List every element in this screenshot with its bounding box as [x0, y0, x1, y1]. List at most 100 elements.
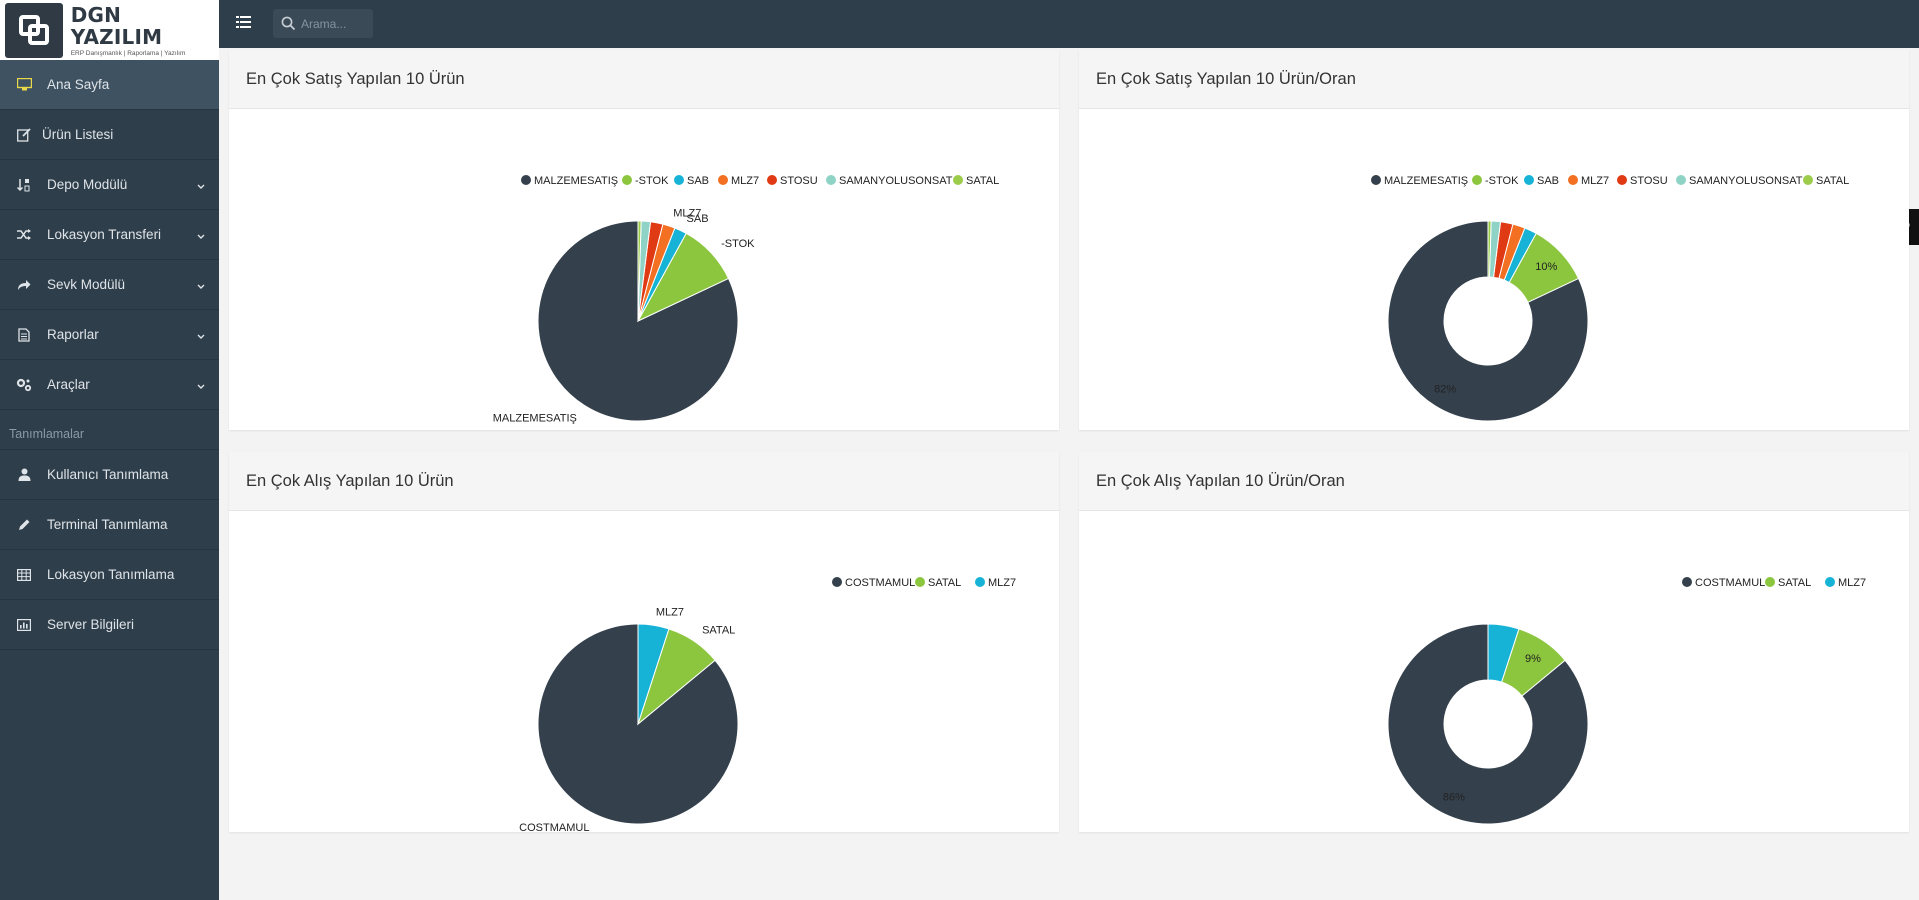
chevron-down-icon [197, 378, 205, 393]
legend-swatch [1682, 577, 1692, 587]
pie-slice-1[interactable] [1387, 220, 1589, 422]
pie-slice-3[interactable] [1487, 623, 1520, 683]
slice-label: SAB [687, 213, 709, 225]
legend-item[interactable]: MLZ7 [975, 577, 1016, 589]
sidebar-item-label: Lokasyon Tanımlama [47, 567, 175, 582]
sidebar-item-lokasyon-tanimlama[interactable]: Lokasyon Tanımlama [0, 550, 219, 600]
legend-label: -STOK [1485, 175, 1519, 187]
sidebar-item-label: Lokasyon Transferi [47, 227, 162, 242]
pie-slice-7[interactable] [637, 220, 642, 322]
sidebar-menu: Ana Sayfa Ürün Listesi Depo Modülü Lokas… [0, 60, 219, 650]
legend-label: SATAL [966, 175, 999, 187]
legend-item[interactable]: SAMANYOLUSONSAT [1676, 175, 1803, 187]
pie-slice-1[interactable] [1387, 623, 1589, 825]
brand-subtitle: ERP Danışmanlık | Raporlama | Yazılım [70, 49, 186, 57]
shuffle-icon [15, 226, 33, 244]
legend-label: SATAL [1816, 175, 1849, 187]
user-icon [15, 466, 33, 484]
sidebar-item-lokasyon-transferi[interactable]: Lokasyon Transferi [0, 210, 219, 260]
legend-swatch [1472, 175, 1482, 185]
top-navbar [219, 0, 1919, 48]
brand[interactable]: DGN YAZILIM ERP Danışmanlık | Raporlama … [0, 0, 219, 60]
sidebar-item-raporlar[interactable]: Raporlar [0, 310, 219, 360]
legend-label: COSTMAMUL [1695, 577, 1765, 589]
monitor-icon [15, 76, 33, 94]
slice-label: SATAL [702, 625, 735, 637]
legend-item[interactable]: SATAL [953, 175, 999, 187]
legend-item[interactable]: SATAL [1765, 577, 1811, 589]
slice-label: MLZ7 [673, 208, 701, 220]
legend-swatch [622, 175, 632, 185]
sidebar-item-label: Ürün Listesi [42, 127, 114, 142]
legend-swatch [1568, 175, 1578, 185]
legend-label: MLZ7 [1838, 577, 1866, 589]
legend-item[interactable]: STOSU [1617, 175, 1668, 187]
panel-title: En Çok Alış Yapılan 10 Ürün/Oran [1096, 471, 1345, 490]
legend-item[interactable]: -STOK [622, 175, 669, 187]
legend-label: SAB [1537, 175, 1559, 187]
menu-heading-tanimlamalar: Tanımlamalar [0, 410, 219, 450]
legend-item[interactable]: MLZ7 [1825, 577, 1866, 589]
chevron-down-icon [197, 228, 205, 243]
search-input[interactable] [301, 15, 369, 32]
sidebar-item-label: Kullanıcı Tanımlama [47, 467, 169, 482]
legend-item[interactable]: SATAL [1803, 175, 1849, 187]
legend-item[interactable]: -STOK [1472, 175, 1519, 187]
search-icon [281, 16, 296, 36]
legend-item[interactable]: SAMANYOLUSONSAT [826, 175, 953, 187]
slice-label: MLZ7 [656, 606, 684, 618]
legend-item[interactable]: MALZEMESATIŞ [1371, 175, 1468, 187]
legend-item[interactable]: SATAL [915, 577, 961, 589]
legend-label: MALZEMESATIŞ [534, 175, 618, 187]
legend-label: MLZ7 [988, 577, 1016, 589]
sidebar-item-ana-sayfa[interactable]: Ana Sayfa [0, 60, 219, 110]
sidebar-item-araclar[interactable]: Araçlar [0, 360, 219, 410]
legend-item[interactable]: SAB [1524, 175, 1559, 187]
legend-item[interactable]: MLZ7 [1568, 175, 1609, 187]
table-icon [15, 566, 33, 584]
legend-swatch [1617, 175, 1627, 185]
legend-swatch [674, 175, 684, 185]
chevron-down-icon [197, 328, 205, 343]
legend-item[interactable]: SAB [674, 175, 709, 187]
slice-label: 82% [1434, 384, 1456, 396]
legend-swatch [1765, 577, 1775, 587]
sidebar-item-label: Araçlar [47, 377, 90, 392]
legend-label: -STOK [635, 175, 669, 187]
legend-item[interactable]: COSTMAMUL [832, 577, 915, 589]
legend-item[interactable]: COSTMAMUL [1682, 577, 1765, 589]
pencil-icon [15, 516, 33, 534]
sidebar-item-terminal-tanimlama[interactable]: Terminal Tanımlama [0, 500, 219, 550]
legend-swatch [718, 175, 728, 185]
menu-toggle-icon[interactable] [236, 15, 252, 31]
legend-item[interactable]: MALZEMESATIŞ [521, 175, 618, 187]
legend-swatch [1676, 175, 1686, 185]
slice-label: -STOK [721, 238, 755, 250]
panel-title: En Çok Satış Yapılan 10 Ürün/Oran [1096, 69, 1356, 88]
chevron-down-icon [197, 278, 205, 293]
sidebar-item-depo-modulu[interactable]: Depo Modülü [0, 160, 219, 210]
pie-slice-7[interactable] [1487, 220, 1492, 278]
sidebar-item-kullanici-tanimlama[interactable]: Kullanıcı Tanımlama [0, 450, 219, 500]
sidebar-item-server-bilgileri[interactable]: Server Bilgileri [0, 600, 219, 650]
legend-swatch [832, 577, 842, 587]
legend-item[interactable]: MLZ7 [718, 175, 759, 187]
pie-chart-alis: COSTMAMUL SATAL MLZ7 COSTMAMUL SATAL MLZ7 [519, 577, 1016, 832]
sidebar-item-urun-listesi[interactable]: Ürün Listesi [0, 110, 219, 160]
sidebar-item-sevk-modulu[interactable]: Sevk Modülü [0, 260, 219, 310]
brand-name: DGN YAZILIM [70, 2, 163, 49]
legend-swatch [767, 175, 777, 185]
edit-icon [15, 126, 33, 144]
sidebar-item-label: Terminal Tanımlama [47, 517, 168, 532]
legend-swatch [1803, 175, 1813, 185]
legend-label: STOSU [780, 175, 818, 187]
legend-swatch [915, 577, 925, 587]
chart-panel-alis: En Çok Alış Yapılan 10 Ürün COSTMAMUL SAT… [229, 452, 1059, 832]
legend-label: SATAL [1778, 577, 1811, 589]
slice-label: 9% [1525, 653, 1541, 665]
legend-item[interactable]: STOSU [767, 175, 818, 187]
pie-slice-3[interactable] [637, 623, 670, 725]
chart-panel-alis-oran: En Çok Alış Yapılan 10 Ürün/Oran 86% 9% CO… [1079, 452, 1909, 832]
logo-icon [5, 2, 63, 58]
